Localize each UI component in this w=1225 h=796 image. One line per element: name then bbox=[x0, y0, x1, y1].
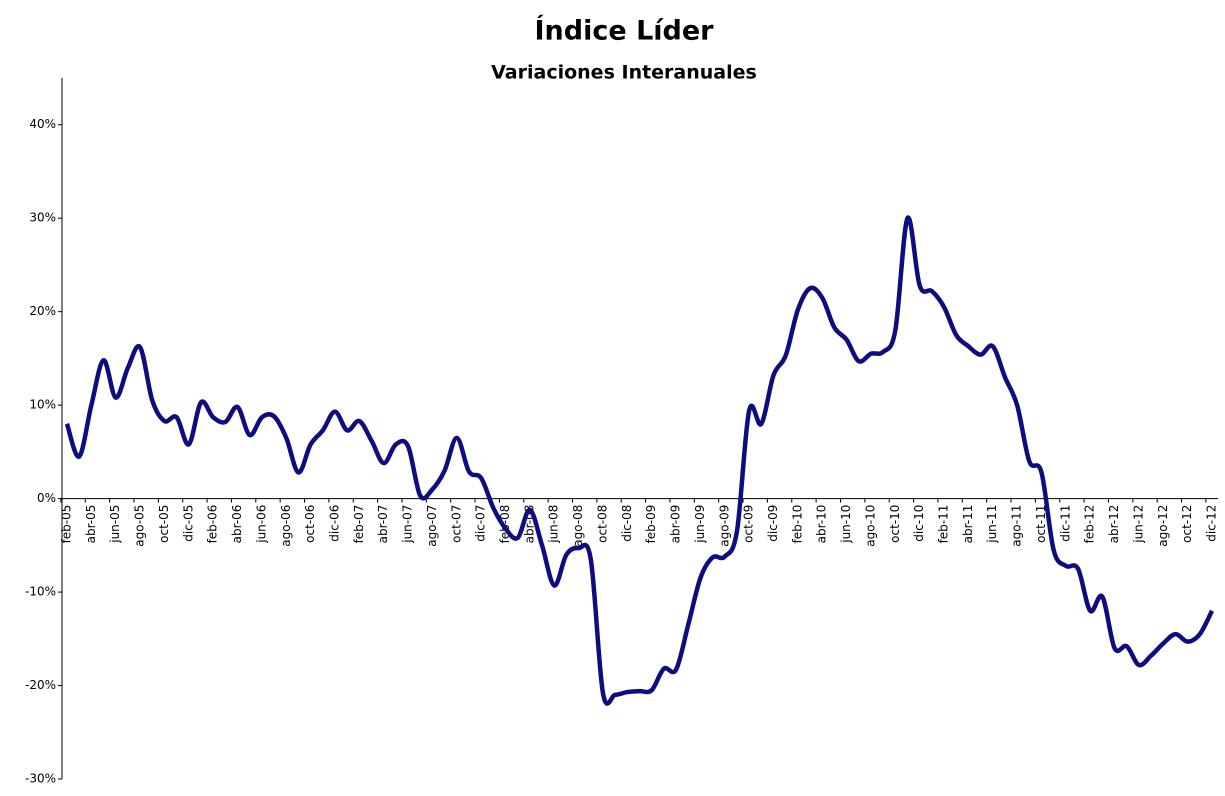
x-tick-label: oct-06 bbox=[303, 505, 317, 543]
y-tick-label: -30% bbox=[25, 772, 56, 786]
x-tick-label: ago-05 bbox=[133, 505, 147, 547]
x-tick-label: dic-12 bbox=[1205, 505, 1219, 542]
x-tick-label: dic-08 bbox=[620, 505, 634, 542]
x-tick-label: jun-09 bbox=[693, 505, 707, 544]
x-tick-label: feb-09 bbox=[644, 505, 658, 544]
x-tick-label: oct-12 bbox=[1180, 505, 1194, 543]
x-tick-label: ago-08 bbox=[571, 505, 585, 547]
x-tick-label: ago-10 bbox=[863, 505, 877, 547]
chart-title: Índice Líder bbox=[535, 15, 715, 47]
x-tick-label: abr-06 bbox=[230, 505, 244, 544]
x-tick-label: oct-10 bbox=[888, 505, 902, 543]
x-tick-label: oct-11 bbox=[1034, 505, 1048, 543]
x-tick-label: abr-11 bbox=[961, 505, 975, 544]
x-tick-label: ago-07 bbox=[425, 505, 439, 547]
y-tick-label: 30% bbox=[29, 211, 56, 225]
x-tick-label: jun-07 bbox=[401, 505, 415, 544]
x-tick-label: abr-10 bbox=[815, 505, 829, 544]
y-tick-label: -10% bbox=[25, 585, 56, 599]
x-tick-label: jun-10 bbox=[839, 505, 853, 544]
chart-subtitle: Variaciones Interanuales bbox=[491, 62, 757, 84]
x-tick-label: dic-10 bbox=[912, 505, 926, 542]
x-tick-label: jun-06 bbox=[254, 505, 268, 544]
x-tick-label: abr-09 bbox=[669, 505, 683, 544]
x-tick-label: oct-09 bbox=[742, 505, 756, 543]
y-tick-label: 10% bbox=[29, 398, 56, 412]
x-tick-label: ago-12 bbox=[1156, 505, 1170, 547]
x-tick-label: feb-10 bbox=[790, 505, 804, 544]
x-tick-label: jun-05 bbox=[108, 505, 122, 544]
x-tick-label: jun-08 bbox=[547, 505, 561, 544]
x-tick-label: abr-12 bbox=[1107, 505, 1121, 544]
y-tick-label: 20% bbox=[29, 304, 56, 318]
x-tick-label: feb-07 bbox=[352, 505, 366, 544]
x-tick-label: ago-09 bbox=[717, 505, 731, 547]
x-tick-label: dic-06 bbox=[327, 505, 341, 542]
y-tick-label: -20% bbox=[25, 678, 56, 692]
x-tick-label: dic-05 bbox=[181, 505, 195, 542]
x-tick-label: feb-12 bbox=[1083, 505, 1097, 544]
x-tick-label: oct-07 bbox=[449, 505, 463, 543]
x-tick-label: dic-09 bbox=[766, 505, 780, 542]
x-tick-label: jun-11 bbox=[985, 505, 999, 544]
x-tick-label: dic-07 bbox=[474, 505, 488, 542]
series-line bbox=[64, 215, 1215, 706]
x-tick-label: abr-07 bbox=[376, 505, 390, 544]
x-tick-label: feb-05 bbox=[60, 505, 74, 544]
x-tick-label: abr-05 bbox=[84, 505, 98, 544]
x-tick-label: oct-05 bbox=[157, 505, 171, 543]
x-tick-label: dic-11 bbox=[1058, 505, 1072, 542]
x-tick-label: feb-06 bbox=[206, 505, 220, 544]
y-tick-label: 40% bbox=[29, 117, 56, 131]
y-tick-label: 0% bbox=[37, 491, 56, 505]
x-tick-label: jun-12 bbox=[1131, 505, 1145, 544]
x-tick-label: oct-08 bbox=[595, 505, 609, 543]
x-tick-label: ago-11 bbox=[1010, 505, 1024, 547]
x-tick-label: ago-06 bbox=[279, 505, 293, 547]
x-tick-label: feb-11 bbox=[937, 505, 951, 544]
